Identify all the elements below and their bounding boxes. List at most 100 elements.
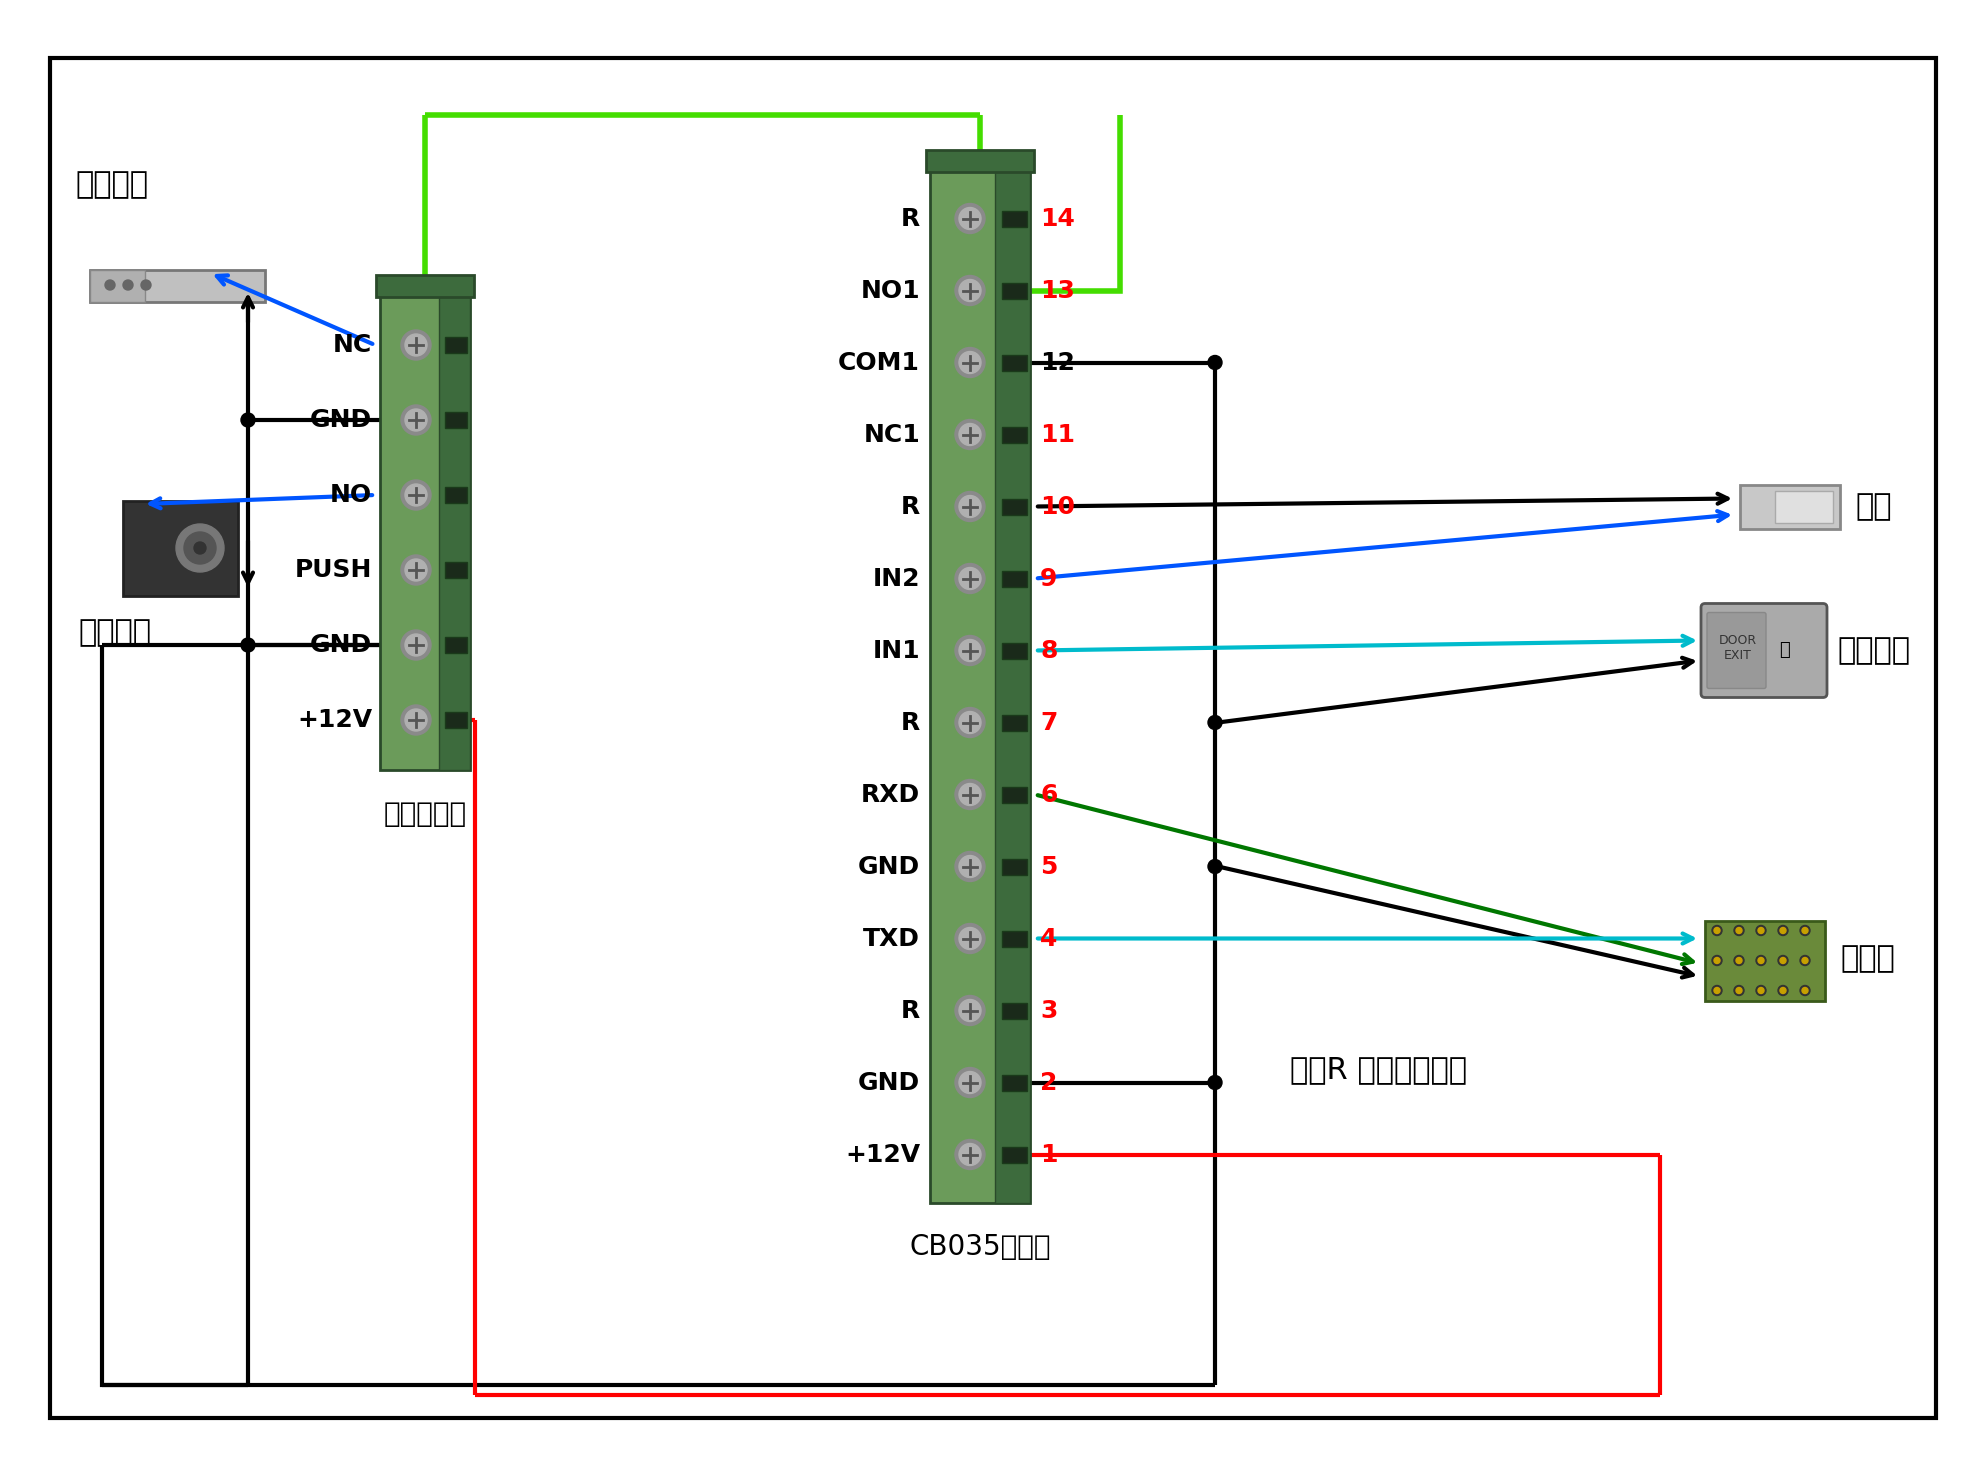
Circle shape <box>959 423 981 445</box>
Circle shape <box>959 496 981 518</box>
Circle shape <box>1799 925 1809 935</box>
Circle shape <box>955 1068 985 1097</box>
Circle shape <box>1207 860 1221 873</box>
Circle shape <box>1799 985 1809 996</box>
Circle shape <box>1712 985 1722 996</box>
Circle shape <box>955 419 985 450</box>
Text: 出门按鈕: 出门按鈕 <box>1837 636 1911 665</box>
Circle shape <box>959 1071 981 1093</box>
Circle shape <box>401 705 431 735</box>
Bar <box>445 562 467 578</box>
Bar <box>1003 643 1027 658</box>
Circle shape <box>1777 925 1787 935</box>
Circle shape <box>1736 928 1742 934</box>
Text: 常开电锁: 常开电锁 <box>77 618 151 648</box>
Bar <box>1003 499 1027 515</box>
Circle shape <box>1756 925 1766 935</box>
Circle shape <box>177 524 224 572</box>
Circle shape <box>959 783 981 805</box>
Circle shape <box>959 208 981 230</box>
Bar <box>445 412 467 428</box>
Circle shape <box>1712 925 1722 935</box>
Circle shape <box>195 541 207 555</box>
Circle shape <box>1779 928 1785 934</box>
Circle shape <box>1777 985 1787 996</box>
Text: 9: 9 <box>1041 566 1057 590</box>
Circle shape <box>955 491 985 522</box>
Circle shape <box>955 1140 985 1170</box>
Circle shape <box>405 559 427 581</box>
Circle shape <box>955 708 985 738</box>
Text: 2: 2 <box>1041 1071 1057 1094</box>
Circle shape <box>123 280 133 291</box>
Bar <box>89 270 264 302</box>
Bar <box>1003 354 1027 370</box>
Bar <box>995 170 1031 1204</box>
Bar <box>1706 920 1825 1000</box>
Bar <box>925 150 1035 173</box>
Circle shape <box>1777 956 1787 966</box>
Bar <box>1003 571 1027 587</box>
Text: COM1: COM1 <box>838 351 920 375</box>
Circle shape <box>955 276 985 305</box>
Circle shape <box>401 479 431 510</box>
Text: 5: 5 <box>1041 854 1057 879</box>
Circle shape <box>955 204 985 233</box>
Circle shape <box>959 1000 981 1022</box>
Circle shape <box>955 996 985 1025</box>
Circle shape <box>1714 987 1720 994</box>
Text: 10: 10 <box>1041 494 1074 519</box>
Text: R: R <box>902 494 920 519</box>
Bar <box>1003 931 1027 947</box>
Circle shape <box>401 555 431 586</box>
Text: GND: GND <box>310 633 371 656</box>
Bar <box>445 712 467 729</box>
Circle shape <box>1207 355 1221 370</box>
Text: RXD: RXD <box>860 783 920 807</box>
Text: +12V: +12V <box>296 708 371 732</box>
Bar <box>375 274 475 296</box>
Circle shape <box>405 409 427 431</box>
Circle shape <box>401 330 431 360</box>
Text: NO: NO <box>330 482 371 507</box>
Bar <box>929 170 1031 1204</box>
Circle shape <box>401 406 431 435</box>
Text: 1: 1 <box>1041 1143 1057 1167</box>
Circle shape <box>959 928 981 950</box>
Circle shape <box>240 639 254 652</box>
Text: NO1: NO1 <box>860 279 920 302</box>
Circle shape <box>141 280 151 291</box>
Circle shape <box>1207 715 1221 730</box>
Bar <box>379 295 471 770</box>
Circle shape <box>1801 928 1807 934</box>
Bar <box>1003 426 1027 442</box>
Circle shape <box>1734 956 1744 966</box>
Text: R: R <box>902 999 920 1022</box>
Circle shape <box>955 923 985 953</box>
Text: 11: 11 <box>1041 422 1074 447</box>
Circle shape <box>955 348 985 378</box>
Circle shape <box>185 532 216 563</box>
Text: GND: GND <box>310 409 371 432</box>
Circle shape <box>1758 957 1764 963</box>
Text: EXIT: EXIT <box>1724 649 1752 662</box>
Text: 3: 3 <box>1041 999 1057 1022</box>
Text: 12: 12 <box>1041 351 1074 375</box>
Circle shape <box>105 280 115 291</box>
Bar <box>89 270 145 302</box>
Circle shape <box>1714 957 1720 963</box>
Bar <box>123 502 238 596</box>
Text: 门禁电源筱: 门禁电源筱 <box>383 799 467 827</box>
Text: 14: 14 <box>1041 207 1074 230</box>
Text: IN2: IN2 <box>872 566 920 590</box>
Circle shape <box>1758 987 1764 994</box>
Text: TXD: TXD <box>864 926 920 950</box>
Text: 门磁: 门磁 <box>1855 493 1891 521</box>
Bar <box>1003 858 1027 875</box>
Circle shape <box>1799 956 1809 966</box>
Text: GND: GND <box>858 1071 920 1094</box>
Text: IN1: IN1 <box>872 639 920 662</box>
Circle shape <box>1779 987 1785 994</box>
Circle shape <box>959 855 981 878</box>
Circle shape <box>959 640 981 661</box>
